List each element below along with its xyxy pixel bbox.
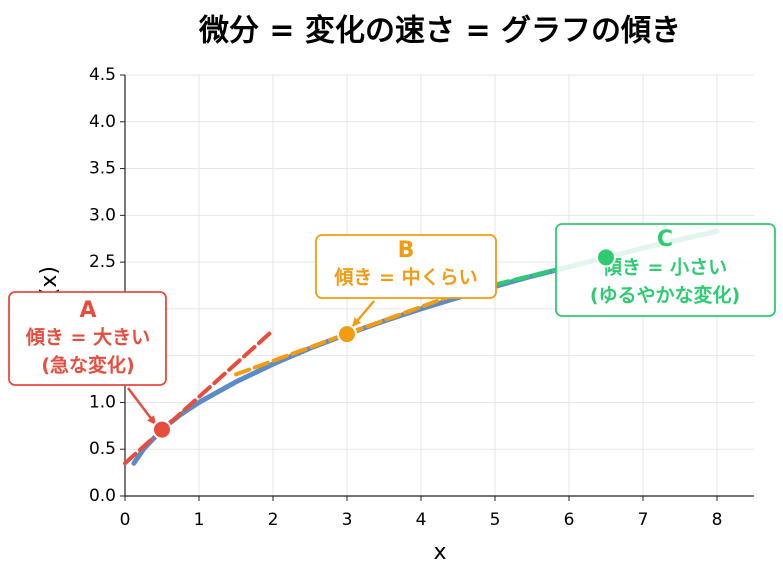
annotation-text: A [79, 298, 96, 323]
arrow-head [352, 317, 362, 327]
annotation-text: (急な変化) [41, 354, 134, 377]
annotation-text: (ゆるやかな変化) [590, 284, 740, 307]
y-tick-label: 2.5 [89, 252, 116, 272]
y-tick-label: 0.0 [89, 486, 116, 506]
tangent-line [123, 328, 275, 466]
x-tick-label: 6 [564, 510, 575, 530]
y-tick-label: 3.5 [89, 159, 116, 179]
annotation-text: C [657, 227, 673, 252]
annotation-text: 傾き = 中くらい [333, 266, 477, 289]
point [152, 419, 172, 440]
x-tick-label: 2 [268, 510, 279, 530]
annotation-box [555, 223, 776, 317]
annotation-text: B [398, 238, 415, 263]
y-tick-label: 1.0 [89, 392, 116, 412]
chart-title: 微分 = 変化の速さ = グラフの傾き [198, 14, 681, 49]
arrow-head [147, 415, 156, 425]
annotation-box [315, 234, 497, 299]
x-tick-label: 1 [194, 510, 205, 530]
x-tick-label: 4 [416, 510, 427, 530]
x-tick-label: 8 [712, 510, 723, 530]
point [596, 247, 616, 268]
x-axis-label: x [433, 540, 446, 565]
point [337, 324, 357, 345]
annotation-text: 傾き = 大きい [25, 326, 150, 349]
y-tick-label: 0.5 [89, 439, 116, 459]
annotation-text: 傾き = 小さい [602, 256, 727, 279]
y-tick-label: 3.0 [89, 205, 116, 225]
x-tick-label: 5 [490, 510, 501, 530]
annotation-box [8, 291, 167, 386]
x-tick-label: 3 [342, 510, 353, 530]
x-tick-label: 0 [120, 510, 131, 530]
y-tick-label: 4.0 [89, 112, 116, 132]
x-tick-label: 7 [638, 510, 649, 530]
y-tick-label: 4.5 [89, 65, 116, 85]
